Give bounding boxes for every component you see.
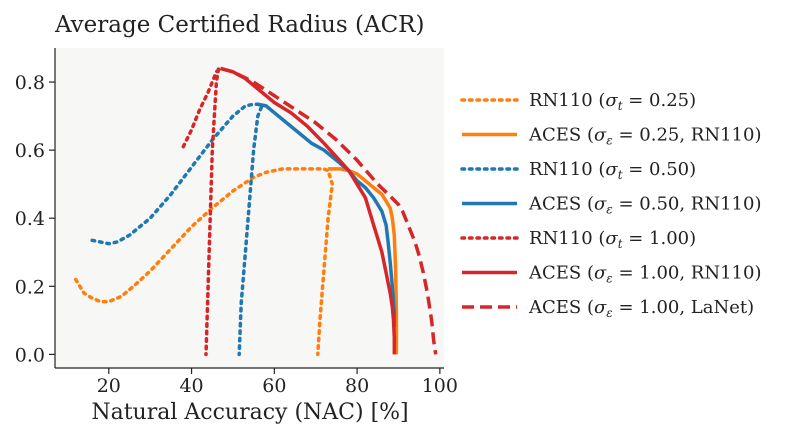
legend-label-2: RN110 (σt = 0.50) bbox=[529, 159, 696, 182]
x-axis-title: Natural Accuracy (NAC) [%] bbox=[91, 400, 408, 425]
plot-background bbox=[55, 48, 444, 368]
y-tick-label-0: 0.0 bbox=[15, 344, 45, 366]
legend-label-0: RN110 (σt = 0.25) bbox=[529, 90, 696, 113]
ticks: 20 40 60 80 100 0.0 0.2 0.4 0.6 0.8 bbox=[15, 72, 458, 397]
y-tick-label-1: 0.2 bbox=[15, 276, 45, 298]
legend-label-1: ACES (σε = 0.25, RN110) bbox=[528, 125, 761, 148]
legend-label-5: ACES (σε = 1.00, RN110) bbox=[528, 263, 761, 286]
y-tick-label-3: 0.6 bbox=[15, 140, 45, 162]
x-tick-label-0: 20 bbox=[97, 375, 121, 397]
series-line-5 bbox=[220, 66, 397, 355]
series-layer bbox=[73, 66, 438, 357]
legend-label-4: RN110 (σt = 1.00) bbox=[529, 228, 696, 251]
x-tick-label-2: 60 bbox=[262, 375, 286, 397]
legend-item-1: ACES (σε = 0.25, RN110) bbox=[462, 125, 761, 148]
series-line-6 bbox=[220, 66, 438, 355]
legend-item-3: ACES (σε = 0.50, RN110) bbox=[462, 194, 761, 217]
legend-label-6: ACES (σε = 1.00, LaNet) bbox=[528, 297, 754, 320]
legend-item-4: RN110 (σt = 1.00) bbox=[460, 228, 696, 251]
x-tick-label-1: 40 bbox=[179, 375, 203, 397]
series-line-0 bbox=[73, 167, 335, 357]
chart-title: Average Certified Radius (ACR) bbox=[54, 12, 424, 38]
legend-item-6: ACES (σε = 1.00, LaNet) bbox=[462, 297, 754, 320]
x-tick-label-3: 80 bbox=[345, 375, 369, 397]
legend-label-3: ACES (σε = 0.50, RN110) bbox=[528, 194, 761, 217]
series-line-4 bbox=[181, 66, 223, 357]
x-tick-label-4: 100 bbox=[422, 375, 458, 397]
legend-item-2: RN110 (σt = 0.50) bbox=[460, 159, 696, 182]
series-line-2 bbox=[90, 102, 264, 357]
legend: RN110 (σt = 0.25) ACES (σε = 0.25, RN110)… bbox=[460, 90, 761, 320]
y-tick-label-4: 0.8 bbox=[15, 72, 45, 94]
legend-item-0: RN110 (σt = 0.25) bbox=[460, 90, 696, 113]
series-line-3 bbox=[257, 102, 397, 328]
axes bbox=[54, 48, 444, 369]
legend-item-5: ACES (σε = 1.00, RN110) bbox=[462, 263, 761, 286]
y-tick-label-2: 0.4 bbox=[15, 208, 45, 230]
